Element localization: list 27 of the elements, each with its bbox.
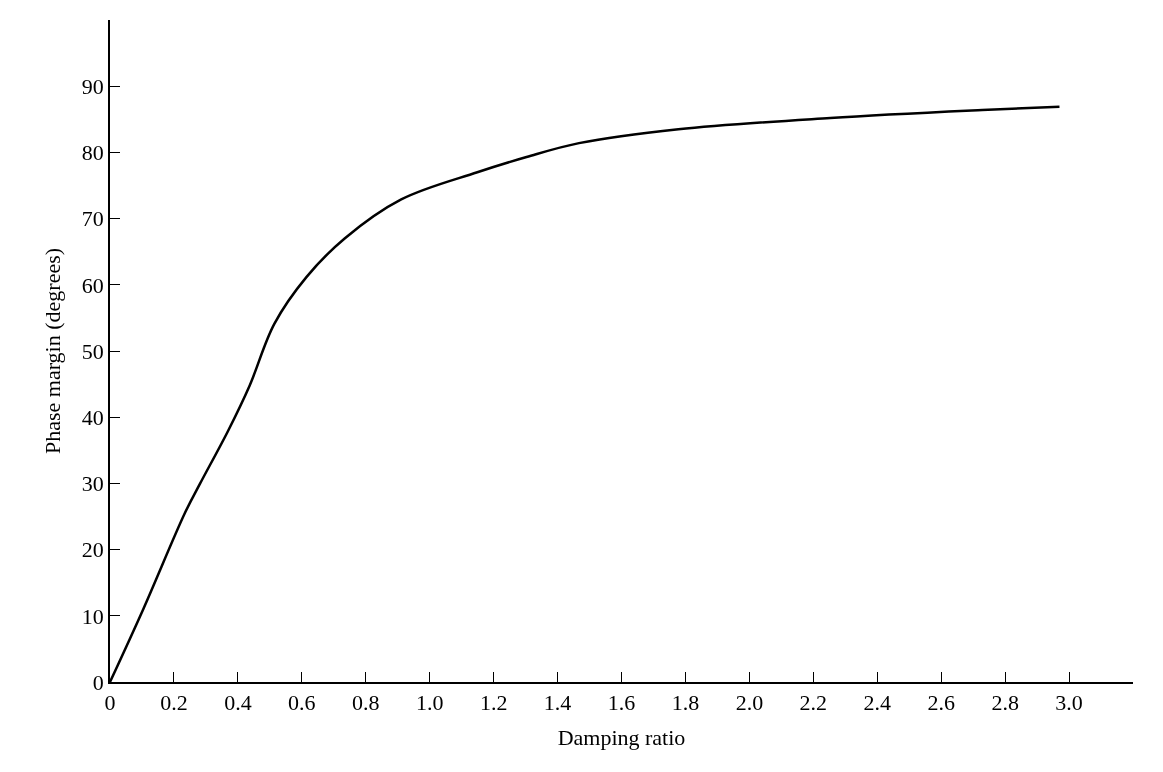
x-axis-title: Damping ratio bbox=[557, 724, 686, 750]
y-tick-label: 80 bbox=[81, 140, 104, 166]
x-tick-label: 0.8 bbox=[352, 690, 380, 716]
y-tick-label: 10 bbox=[81, 603, 104, 629]
x-tick-label: 2.0 bbox=[735, 690, 764, 716]
x-tick-label: 1.4 bbox=[543, 690, 572, 716]
y-tick-label: 30 bbox=[81, 471, 104, 497]
y-tick-label: 60 bbox=[81, 272, 104, 298]
x-tick-label: 0.6 bbox=[288, 690, 316, 716]
y-tick-label: 20 bbox=[81, 537, 104, 563]
x-tick-label: 3.0 bbox=[1055, 690, 1083, 716]
x-tick-label: 2.8 bbox=[991, 690, 1019, 716]
x-tick-label: 0.2 bbox=[160, 690, 188, 716]
x-tick-label: 2.6 bbox=[927, 690, 955, 716]
y-tick-label: 50 bbox=[81, 338, 104, 364]
x-tick-label: 2.2 bbox=[799, 690, 828, 716]
y-tick-label: 0 bbox=[92, 669, 104, 695]
x-tick-label: 1.6 bbox=[607, 690, 636, 716]
x-tick-label: 1.2 bbox=[479, 690, 508, 716]
y-axis-title: Phase margin (degrees) bbox=[40, 247, 66, 455]
x-tick-label: 0.4 bbox=[224, 690, 252, 716]
y-tick-label: 40 bbox=[81, 404, 104, 430]
y-tick-label: 90 bbox=[81, 73, 104, 99]
x-tick-label: 2.4 bbox=[863, 690, 891, 716]
y-tick-label: 70 bbox=[81, 206, 104, 232]
x-tick-label: 1.0 bbox=[415, 690, 444, 716]
x-tick-label: 1.8 bbox=[671, 690, 700, 716]
